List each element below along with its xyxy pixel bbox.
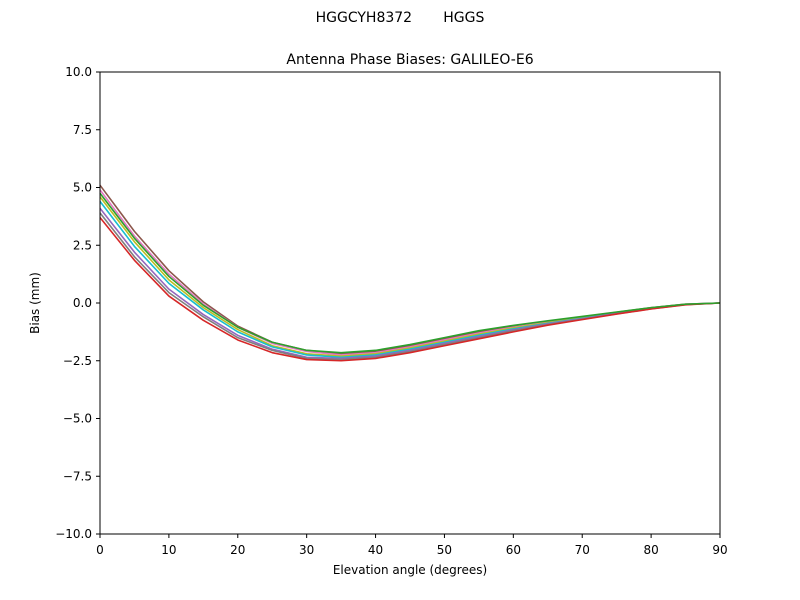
y-tick-label: 7.5 [73,123,92,137]
x-tick-label: 90 [712,543,727,557]
x-tick-label: 20 [230,543,245,557]
y-tick-label: 5.0 [73,181,92,195]
y-tick-label: −5.0 [63,412,92,426]
x-tick-label: 80 [643,543,658,557]
series-line-7 [99,217,721,362]
y-axis-label: Bias (mm) [28,272,42,334]
series-line-6 [99,212,721,361]
y-tick-label: 0.0 [73,296,92,310]
plot-frame [99,71,721,535]
y-tick-label: −7.5 [63,469,92,483]
y-tick-label: −10.0 [55,527,92,541]
series-line-2 [99,189,721,356]
series-layer [99,184,721,362]
series-line-3 [99,196,721,357]
x-tick-label: 50 [437,543,452,557]
y-tick-label: 2.5 [73,238,92,252]
y-axis: 10.0 7.5 5.0 2.5 0.0 −2.5 −5.0 −7.5 −10.0 [55,65,100,541]
series-line-4 [99,200,721,359]
series-line-5 [99,207,721,360]
x-tick-label: 30 [299,543,314,557]
x-axis: 0 10 20 30 40 50 60 70 80 90 [96,534,728,557]
x-tick-label: 70 [575,543,590,557]
x-tick-label: 60 [506,543,521,557]
x-axis-label: Elevation angle (degrees) [333,563,487,577]
series-line-8 [99,192,721,354]
y-tick-label: −2.5 [63,354,92,368]
x-tick-label: 0 [96,543,104,557]
chart-title: Antenna Phase Biases: GALILEO-E6 [286,52,533,68]
x-tick-label: 10 [161,543,176,557]
figure-suptitle: HGGCYH8372 HGGS [315,10,485,26]
series-line-1 [99,184,721,355]
y-tick-label: 10.0 [65,65,92,79]
x-tick-label: 40 [368,543,383,557]
